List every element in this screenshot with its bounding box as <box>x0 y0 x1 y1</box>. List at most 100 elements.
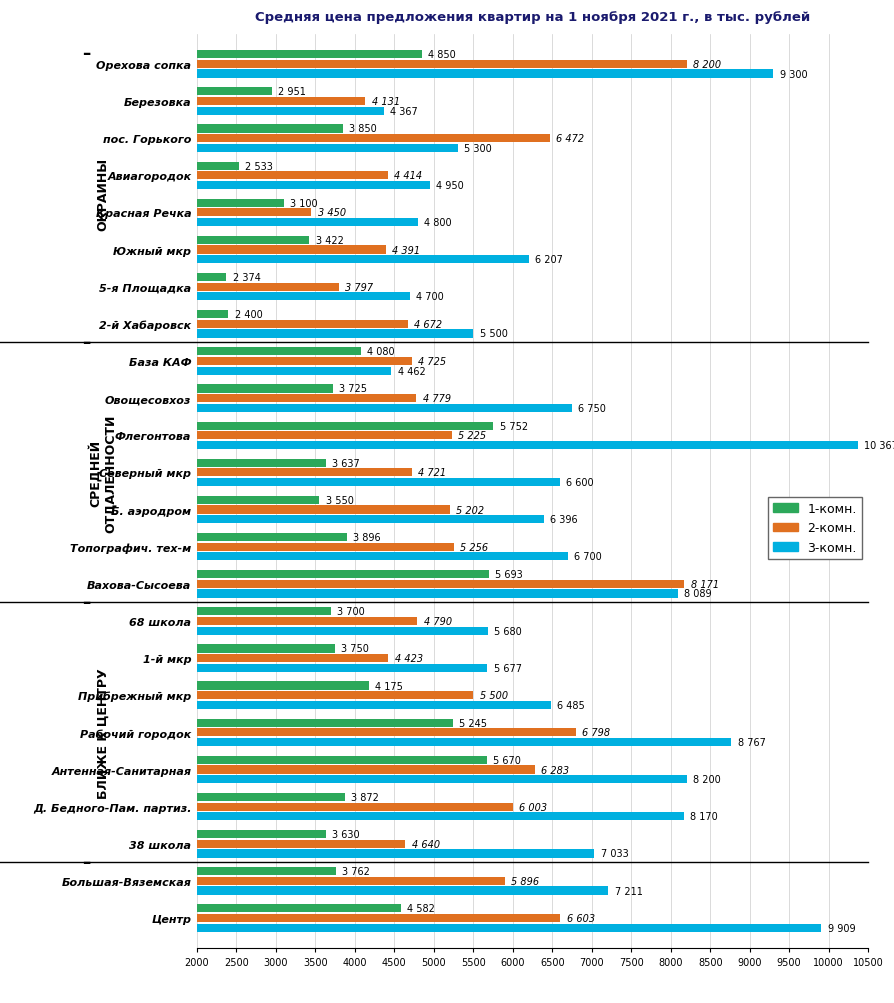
Text: 6 207: 6 207 <box>535 255 562 265</box>
Bar <box>197 200 283 208</box>
Text: 3 750: 3 750 <box>341 644 369 654</box>
Bar <box>197 330 473 338</box>
Bar <box>197 478 560 486</box>
Text: 3 762: 3 762 <box>342 867 370 877</box>
Bar <box>197 534 346 542</box>
Bar <box>197 70 772 78</box>
Bar <box>197 311 228 319</box>
Bar <box>197 571 488 579</box>
Text: 5 500: 5 500 <box>479 329 507 339</box>
Text: 8 767: 8 767 <box>737 737 764 747</box>
Text: 4 414: 4 414 <box>393 172 421 182</box>
Bar <box>197 293 409 301</box>
Bar <box>197 162 239 171</box>
Text: 2 533: 2 533 <box>245 161 273 172</box>
Text: 9 300: 9 300 <box>779 69 806 79</box>
Text: 6 472: 6 472 <box>556 134 584 144</box>
Bar <box>197 219 417 227</box>
Bar <box>197 459 325 467</box>
Text: 7 033: 7 033 <box>600 849 628 859</box>
Bar <box>197 765 535 774</box>
Bar <box>197 701 551 709</box>
Bar <box>197 608 331 616</box>
Text: 3 725: 3 725 <box>339 384 367 394</box>
Bar <box>197 51 421 59</box>
Text: 4 721: 4 721 <box>417 468 446 477</box>
Text: 4 850: 4 850 <box>428 50 456 60</box>
Text: 4 700: 4 700 <box>416 292 443 302</box>
Text: 4 790: 4 790 <box>423 616 451 626</box>
Bar <box>197 256 528 264</box>
Bar <box>197 590 677 598</box>
Bar <box>197 404 571 412</box>
Bar <box>197 367 391 375</box>
Bar <box>197 914 560 922</box>
Text: 5 680: 5 680 <box>493 626 521 636</box>
Bar <box>197 348 361 356</box>
Bar <box>197 357 411 366</box>
Title: Средняя цена предложения квартир на 1 ноября 2021 г., в тыс. рублей: Средняя цена предложения квартир на 1 но… <box>255 11 809 24</box>
Bar <box>197 394 416 403</box>
Bar <box>197 645 334 653</box>
Text: 4 800: 4 800 <box>424 218 451 228</box>
Bar <box>197 728 575 737</box>
Text: 4 725: 4 725 <box>418 357 446 367</box>
Text: 5 256: 5 256 <box>460 543 488 552</box>
Text: 6 003: 6 003 <box>519 801 547 811</box>
Text: 6 700: 6 700 <box>574 552 602 562</box>
Bar <box>197 830 325 839</box>
Text: 3 700: 3 700 <box>337 607 365 617</box>
Text: 5 677: 5 677 <box>493 663 521 673</box>
Bar <box>197 691 473 700</box>
Text: 4 080: 4 080 <box>367 347 394 357</box>
Bar <box>197 664 486 672</box>
Bar <box>197 840 405 848</box>
Bar <box>197 61 686 69</box>
Bar <box>197 506 450 515</box>
Bar <box>197 553 568 561</box>
Bar <box>197 719 452 727</box>
Text: 6 396: 6 396 <box>550 515 578 525</box>
Text: –: – <box>82 854 90 872</box>
Bar <box>197 246 385 255</box>
Bar <box>197 88 272 96</box>
Text: 8 089: 8 089 <box>683 589 711 599</box>
Bar <box>197 543 453 552</box>
Legend: 1-комн., 2-комн., 3-комн.: 1-комн., 2-комн., 3-комн. <box>767 497 861 559</box>
Text: 3 637: 3 637 <box>333 458 360 468</box>
Bar <box>197 172 387 181</box>
Text: 3 896: 3 896 <box>352 533 380 543</box>
Text: 4 640: 4 640 <box>411 839 439 849</box>
Bar <box>197 182 429 190</box>
Bar <box>197 812 683 820</box>
Bar <box>197 98 365 106</box>
Bar <box>197 441 856 449</box>
Text: 6 798: 6 798 <box>581 727 610 737</box>
Bar <box>197 868 335 876</box>
Text: 5 225: 5 225 <box>458 431 485 440</box>
Text: 2 374: 2 374 <box>232 273 260 283</box>
Text: –: – <box>82 45 90 62</box>
Text: 9 909: 9 909 <box>827 923 855 933</box>
Text: 3 872: 3 872 <box>350 792 378 802</box>
Text: 6 485: 6 485 <box>557 700 585 710</box>
Bar <box>197 617 417 626</box>
Text: 5 752: 5 752 <box>499 421 527 431</box>
Text: 2 400: 2 400 <box>234 310 262 320</box>
Bar <box>197 135 550 143</box>
Bar <box>197 431 451 440</box>
Text: 4 582: 4 582 <box>407 904 434 914</box>
Text: 6 600: 6 600 <box>566 477 594 487</box>
Bar <box>197 775 686 783</box>
Bar <box>197 468 411 477</box>
Bar <box>197 738 730 746</box>
Text: 6 283: 6 283 <box>541 764 569 774</box>
Bar <box>197 125 342 133</box>
Text: 3 100: 3 100 <box>290 199 317 209</box>
Text: 5 670: 5 670 <box>493 755 520 765</box>
Bar <box>197 283 339 292</box>
Bar <box>197 850 594 858</box>
Text: 2 951: 2 951 <box>278 87 306 97</box>
Text: 3 422: 3 422 <box>316 236 343 246</box>
Bar <box>197 654 388 663</box>
